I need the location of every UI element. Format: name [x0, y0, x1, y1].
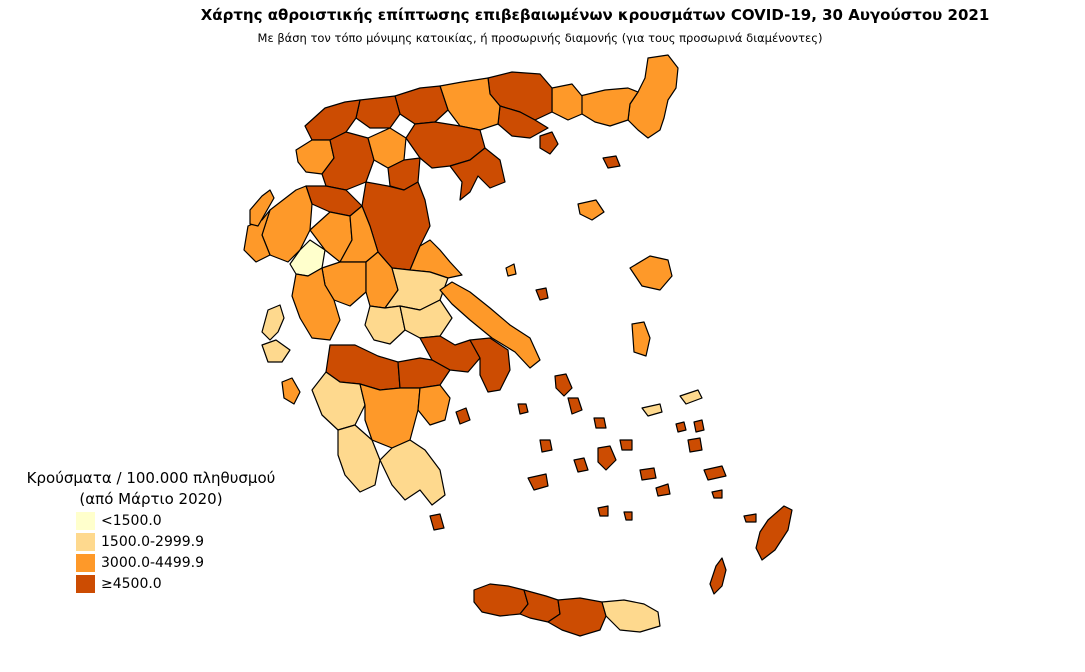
region-karpathos — [709, 557, 727, 595]
region-amorgos — [639, 467, 657, 481]
legend-swatch — [76, 574, 95, 593]
region-attiki-east — [469, 337, 511, 393]
region-lasithi — [601, 599, 661, 633]
region-alonnisos — [535, 287, 549, 301]
region-irakleio — [547, 597, 607, 637]
region-fokida — [364, 305, 406, 345]
region-tinos — [593, 417, 607, 429]
legend-item-4: ≥4500.0 — [76, 573, 306, 594]
legend-label: <1500.0 — [101, 512, 162, 529]
region-aitoloakarnania — [291, 267, 341, 341]
region-sporades — [505, 263, 517, 277]
region-kavala — [497, 105, 549, 139]
legend-title-line1: Κρούσματα / 100.000 πληθυσμού — [26, 469, 276, 487]
region-aigina — [455, 407, 471, 425]
region-lesvos — [629, 255, 673, 291]
map-subtitle: Με βάση τον τόπο μόνιμης κατοικίας, ή πρ… — [257, 31, 823, 45]
region-kefallinia — [261, 339, 291, 363]
region-leros — [693, 419, 705, 433]
region-santorini — [597, 505, 609, 517]
legend-item-3: 3000.0-4499.9 — [76, 552, 306, 573]
region-ios — [623, 511, 633, 521]
legend-label: 3000.0-4499.9 — [101, 554, 205, 571]
region-patmos — [675, 421, 687, 433]
legend-label: ≥4500.0 — [101, 575, 162, 592]
region-kos — [703, 465, 727, 481]
legend-swatch — [76, 511, 95, 530]
region-pella — [355, 95, 401, 129]
region-mykonos — [619, 439, 633, 451]
region-xanthi — [551, 83, 583, 121]
region-kalymnos — [687, 437, 703, 453]
region-lefkada — [261, 304, 285, 341]
region-naxos — [597, 445, 617, 471]
legend-item-1: <1500.0 — [76, 510, 306, 531]
region-chania — [473, 583, 529, 617]
legend-title: Κρούσματα / 100.000 πληθυσμού (από Μάρτι… — [6, 468, 296, 510]
map-title: Χάρτης αθροιστικής επίπτωσης επιβεβαιωμέ… — [200, 6, 990, 24]
region-lakonia — [379, 439, 446, 506]
region-serres — [439, 77, 501, 131]
region-andros — [567, 397, 583, 415]
region-grevena — [305, 185, 363, 217]
region-kozani — [321, 131, 375, 191]
region-rodopi — [579, 87, 639, 127]
legend-item-2: 1500.0-2999.9 — [76, 531, 306, 552]
region-samos — [641, 403, 663, 417]
region-skyros — [554, 373, 573, 397]
region-zakynthos — [281, 377, 301, 405]
region-kerkyra — [249, 189, 275, 227]
region-kythira — [429, 513, 445, 531]
region-rodos — [755, 505, 793, 561]
region-messinia — [337, 424, 381, 493]
region-nisyros — [711, 489, 723, 499]
region-kilkis — [394, 85, 449, 125]
region-syros — [539, 439, 553, 453]
legend-swatch — [76, 532, 95, 551]
legend-label: 1500.0-2999.9 — [101, 533, 205, 550]
region-rethymno — [519, 589, 561, 623]
region-paros — [573, 457, 589, 473]
region-evia — [439, 281, 541, 369]
legend-swatch — [76, 553, 95, 572]
region-limnos — [577, 199, 605, 221]
region-chalkidiki — [449, 147, 506, 201]
region-kea — [517, 403, 529, 415]
region-samothraki — [602, 155, 621, 169]
region-chios — [631, 321, 651, 357]
legend-title-line2: (από Μάρτιο 2020) — [79, 490, 223, 508]
region-milos — [527, 473, 549, 491]
legend: Κρούσματα / 100.000 πληθυσμού (από Μάρτι… — [6, 468, 306, 594]
region-voiotia — [399, 299, 453, 339]
region-ikaria — [679, 389, 703, 405]
region-tilos — [743, 513, 757, 523]
region-astypalaia — [655, 483, 671, 497]
region-argolida — [417, 384, 451, 426]
region-thesprotia — [243, 209, 271, 263]
region-thasos — [539, 131, 559, 155]
